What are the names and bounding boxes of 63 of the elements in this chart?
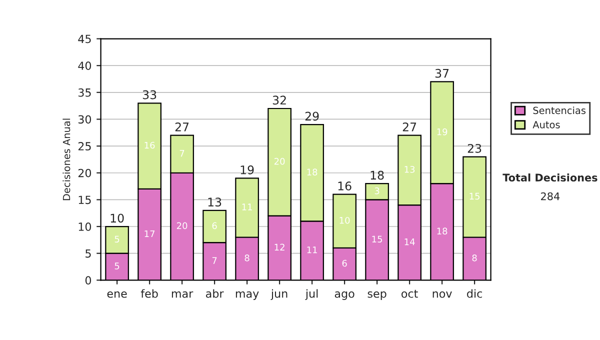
y-axis-title: Decisiones Anual (62, 118, 70, 200)
y-tick-label: 25 (78, 142, 91, 150)
total-label: 13 (208, 198, 222, 207)
data-label: 15 (470, 192, 480, 200)
legend-label: Sentencias (533, 106, 586, 114)
x-tick-label: ago (334, 291, 354, 300)
x-tick-label: dic (467, 289, 482, 298)
data-label: 12 (274, 244, 284, 250)
x-tick-label: abr (206, 289, 224, 298)
data-label: 6 (212, 222, 217, 230)
total-label: 27 (402, 122, 416, 132)
total-label: 37 (435, 68, 449, 78)
y-tick-label: 0 (85, 276, 92, 285)
data-label: 20 (176, 222, 188, 230)
total-label: 16 (338, 182, 352, 190)
data-label: 15 (372, 236, 382, 243)
data-label: 7 (180, 150, 184, 157)
legend-label: Autos (532, 121, 560, 128)
data-label: 11 (242, 204, 252, 210)
data-label: 18 (437, 228, 448, 234)
total-label: 29 (305, 112, 319, 121)
x-tick-label: ene (107, 291, 127, 298)
text: 284 (541, 192, 560, 200)
data-label: 6 (342, 260, 347, 267)
x-tick-label: feb (140, 289, 158, 298)
data-label: 5 (114, 236, 120, 243)
y-tick-label: 35 (78, 88, 91, 97)
y-tick-label: 5 (86, 249, 91, 258)
text: Total Decisiones (502, 173, 598, 182)
data-label: 11 (307, 246, 317, 254)
data-label: 17 (144, 230, 155, 238)
x-tick-label: sep (368, 291, 386, 300)
data-label: 3 (374, 187, 380, 194)
x-tick-label: may (236, 291, 259, 300)
total-label: 27 (175, 122, 189, 132)
data-label: 13 (404, 166, 415, 173)
data-label: 5 (114, 262, 120, 270)
x-tick-label: jun (270, 289, 288, 300)
total-label: 18 (370, 170, 384, 180)
x-tick-label: oct (402, 290, 418, 298)
x-tick-label: nov (432, 291, 452, 298)
total-label: 19 (240, 165, 254, 174)
data-label: 7 (212, 257, 217, 264)
total-label: 23 (468, 144, 482, 153)
data-label: 20 (274, 158, 285, 165)
x-tick-label: jul (305, 289, 318, 300)
data-label: 8 (244, 254, 250, 262)
y-tick-label: 10 (78, 222, 92, 231)
total-label: 10 (110, 214, 124, 223)
total-label: 32 (272, 96, 286, 105)
total-label: 33 (142, 90, 156, 100)
y-tick-label: 45 (78, 34, 91, 44)
data-label: 8 (472, 254, 477, 262)
y-tick-label: 15 (78, 196, 91, 204)
y-tick-label: 20 (78, 168, 92, 178)
y-tick-label: 30 (78, 115, 92, 124)
data-label: 14 (404, 238, 415, 246)
y-tick-label: 40 (78, 62, 92, 70)
x-tick-label: mar (172, 291, 194, 298)
data-label: 18 (307, 168, 318, 176)
data-label: 16 (144, 142, 155, 149)
data-label: 10 (340, 216, 350, 224)
data-label: 19 (437, 128, 448, 136)
